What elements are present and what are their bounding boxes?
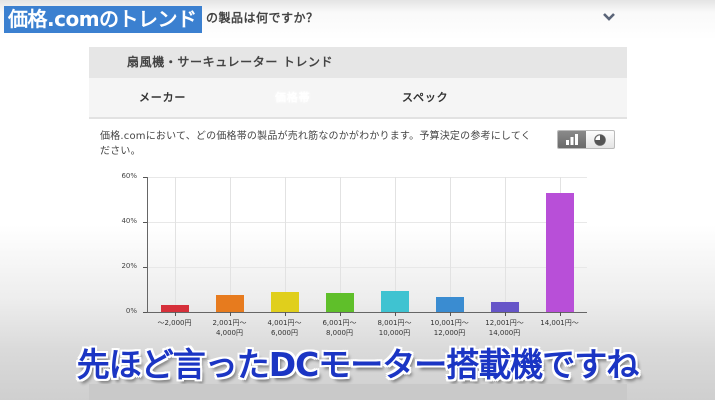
y-axis-label: 60%	[121, 172, 137, 180]
y-axis	[147, 177, 148, 312]
tab-spec[interactable]: スペック	[402, 91, 449, 104]
grid-line	[147, 222, 587, 223]
panel-title: 扇風機・サーキュレーター トレンド	[89, 47, 627, 78]
chart-bar	[325, 292, 354, 312]
x-tick	[284, 312, 286, 316]
y-tick	[143, 177, 147, 178]
bar-chart-view-button[interactable]	[558, 131, 586, 148]
x-axis-label: 6,001円〜 8,000円	[322, 319, 357, 337]
grid-line	[174, 177, 176, 312]
x-axis-label: 4,001円〜 6,000円	[267, 319, 302, 337]
next-panel	[89, 384, 627, 400]
x-tick	[174, 312, 176, 316]
chart-bar	[435, 297, 464, 312]
x-axis-label: 2,001円〜 4,000円	[212, 319, 247, 337]
chart-bar	[160, 305, 189, 312]
y-axis-label: 0%	[125, 307, 137, 315]
chart-view-toggle	[557, 130, 615, 149]
tab-maker[interactable]: メーカー	[139, 91, 187, 104]
x-axis	[147, 312, 587, 313]
pie-chart-view-button[interactable]	[586, 131, 614, 148]
grid-line	[504, 177, 506, 312]
grid-line	[449, 177, 451, 312]
chart-bar	[270, 291, 299, 312]
y-axis-label: 20%	[121, 262, 137, 270]
x-axis-label: 12,001円〜 14,000円	[485, 319, 524, 337]
y-axis-label: 40%	[121, 217, 137, 225]
chevron-down-icon[interactable]	[602, 10, 616, 24]
x-axis-label: 8,001円〜 10,000円	[377, 319, 412, 337]
video-subtitle: 先ほど言ったDCモーター搭載機ですね	[76, 345, 640, 384]
pie-chart-icon	[594, 133, 606, 146]
grid-line	[339, 177, 341, 312]
x-tick	[394, 312, 396, 316]
x-tick	[339, 312, 341, 316]
video-overlay-title: 価格.comのトレンド	[4, 6, 202, 33]
grid-line	[147, 177, 587, 178]
x-axis-label: 14,001円〜	[540, 319, 579, 327]
chart-bar	[380, 290, 409, 312]
y-tick	[143, 267, 147, 268]
x-axis-label: 〜2,000円	[157, 319, 192, 327]
faq-question[interactable]: の製品は何ですか？	[206, 11, 319, 25]
trend-panel: 扇風機・サーキュレーター トレンド メーカー 価格帯 スペック	[89, 47, 627, 120]
y-tick	[143, 222, 147, 223]
x-tick	[229, 312, 231, 316]
x-tick	[449, 312, 451, 316]
description-text: 価格.comにおいて、どの価格帯の製品が売れ筋なのかがわかります。予算決定の参考…	[100, 131, 531, 157]
x-tick	[559, 312, 561, 316]
y-tick	[143, 312, 147, 313]
price-range-bar-chart: 0% 20% 40% 60% 〜2,000円 2,001円〜 4,000円 4,001円〜 6,…	[100, 170, 620, 340]
x-tick	[504, 312, 506, 316]
grid-line	[147, 267, 587, 268]
trend-tabs: メーカー 価格帯 スペック	[89, 78, 627, 119]
tab-price-range[interactable]: 価格帯	[275, 91, 311, 104]
grid-line	[284, 177, 286, 312]
x-axis-label: 10,001円〜 12,000円	[430, 319, 469, 337]
grid-line	[394, 177, 396, 312]
bar-chart-icon	[566, 134, 578, 145]
grid-line	[229, 177, 231, 312]
top-bar: の製品は何ですか？	[0, 0, 715, 38]
chart-bar	[545, 192, 574, 312]
chart-bar	[215, 295, 244, 312]
chart-bar	[490, 301, 519, 312]
